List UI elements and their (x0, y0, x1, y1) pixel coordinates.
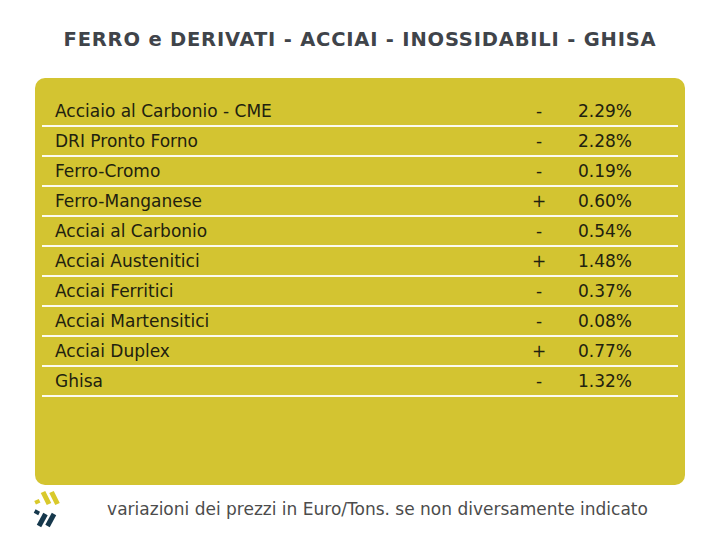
commodity-label: Acciai Ferritici (55, 281, 522, 301)
commodity-label: DRI Pronto Forno (55, 131, 522, 151)
table-row: Ferro-Cromo - 0.19% (42, 157, 678, 187)
table-row: Acciai Martensitici - 0.08% (42, 307, 678, 337)
footer-note: variazioni dei prezzi in Euro/Tons. se n… (63, 499, 692, 519)
variation-value: 1.32% (556, 371, 678, 391)
footer: variazioni dei prezzi in Euro/Tons. se n… (33, 487, 692, 531)
commodity-label: Ferro-Manganese (55, 191, 522, 211)
variation-value: 2.29% (556, 101, 678, 121)
variation-value: 2.28% (556, 131, 678, 151)
variation-sign: - (522, 161, 556, 181)
variation-sign: - (522, 311, 556, 331)
variation-value: 0.37% (556, 281, 678, 301)
variation-value: 0.19% (556, 161, 678, 181)
variation-sign: + (522, 191, 556, 211)
commodity-label: Acciai al Carbonio (55, 221, 522, 241)
variation-sign: - (522, 371, 556, 391)
page-title: FERRO e DERIVATI - ACCIAI - INOSSIDABILI… (0, 28, 720, 51)
commodity-label: Acciai Austenitici (55, 251, 522, 271)
commodity-label: Acciaio al Carbonio - CME (55, 101, 522, 121)
table-row: Acciai Duplex + 0.77% (42, 337, 678, 367)
variation-value: 0.77% (556, 341, 678, 361)
commodity-label: Acciai Martensitici (55, 311, 522, 331)
table-row: Ferro-Manganese + 0.60% (42, 187, 678, 217)
price-variations-table: Acciaio al Carbonio - CME - 2.29% DRI Pr… (35, 78, 685, 485)
variation-sign: + (522, 251, 556, 271)
table-row: Acciai al Carbonio - 0.54% (42, 217, 678, 247)
variation-sign: - (522, 131, 556, 151)
table-row: DRI Pronto Forno - 2.28% (42, 127, 678, 157)
variation-value: 1.48% (556, 251, 678, 271)
siderweb-logo-icon (33, 490, 63, 528)
commodity-label: Ferro-Cromo (55, 161, 522, 181)
variation-sign: - (522, 101, 556, 121)
table-row: Acciai Austenitici + 1.48% (42, 247, 678, 277)
slide: FERRO e DERIVATI - ACCIAI - INOSSIDABILI… (0, 0, 720, 550)
commodity-label: Ghisa (55, 371, 522, 391)
variation-sign: - (522, 221, 556, 241)
variation-sign: + (522, 341, 556, 361)
table-row: Ghisa - 1.32% (42, 367, 678, 397)
table-row: Acciai Ferritici - 0.37% (42, 277, 678, 307)
commodity-label: Acciai Duplex (55, 341, 522, 361)
variation-value: 0.60% (556, 191, 678, 211)
variation-sign: - (522, 281, 556, 301)
variation-value: 0.54% (556, 221, 678, 241)
table-row: Acciaio al Carbonio - CME - 2.29% (42, 97, 678, 127)
variation-value: 0.08% (556, 311, 678, 331)
